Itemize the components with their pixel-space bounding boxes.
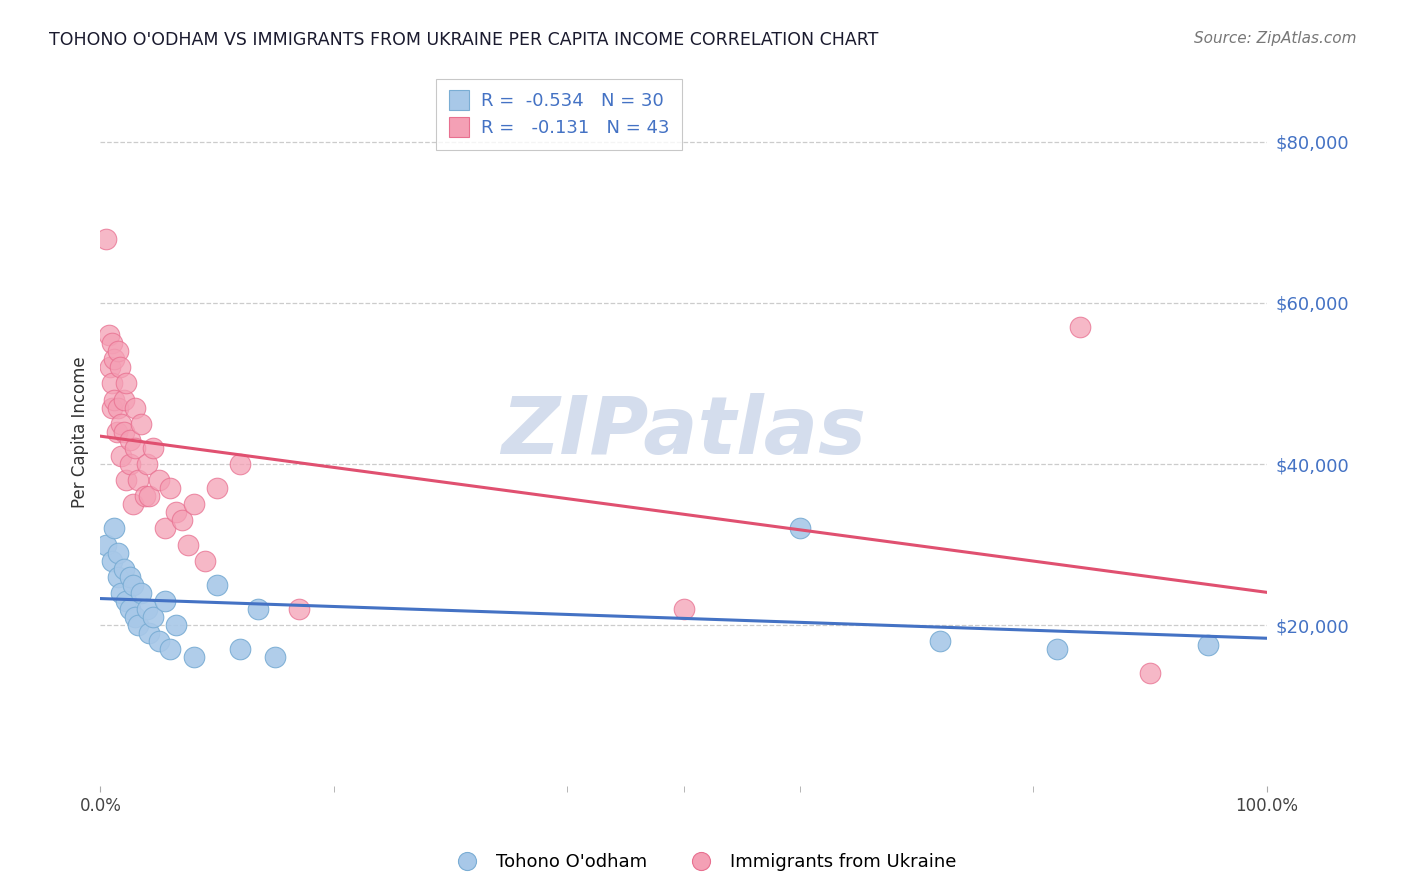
Point [229, 457, 252, 471]
Point [183, 650, 205, 665]
Point [246, 602, 269, 616]
Point [153, 521, 176, 535]
Point [101, 376, 124, 391]
Point [138, 489, 160, 503]
Point [101, 336, 124, 351]
Point [129, 586, 152, 600]
Point [101, 401, 124, 415]
Point [205, 481, 228, 495]
Point [264, 650, 287, 665]
Point [103, 521, 125, 535]
Point [107, 545, 129, 559]
Point [1139, 666, 1161, 681]
Point [107, 344, 129, 359]
Point [1197, 638, 1219, 652]
Point [148, 634, 170, 648]
Point [148, 473, 170, 487]
Point [165, 505, 187, 519]
Point [142, 610, 165, 624]
Point [96, 231, 118, 245]
Point [142, 441, 165, 455]
Point [110, 586, 132, 600]
Point [115, 473, 138, 487]
Point [118, 433, 141, 447]
Point [107, 401, 129, 415]
Point [108, 360, 131, 375]
Point [103, 352, 125, 367]
Point [98, 360, 121, 375]
Point [177, 537, 200, 551]
Point [229, 642, 252, 657]
Point [929, 634, 952, 648]
Point [1046, 642, 1069, 657]
Point [136, 602, 159, 616]
Point [122, 578, 145, 592]
Point [165, 618, 187, 632]
Point [110, 417, 132, 431]
Point [105, 425, 128, 439]
Point [124, 610, 146, 624]
Text: ZIPatlas: ZIPatlas [501, 392, 866, 471]
Text: Source: ZipAtlas.com: Source: ZipAtlas.com [1194, 31, 1357, 46]
Point [118, 570, 141, 584]
Point [127, 618, 149, 632]
Point [129, 417, 152, 431]
Point [134, 489, 156, 503]
Point [138, 626, 160, 640]
Point [183, 497, 205, 511]
Point [124, 441, 146, 455]
Point [789, 521, 811, 535]
Point [97, 328, 120, 343]
Point [96, 537, 118, 551]
Point [287, 602, 309, 616]
Point [115, 376, 138, 391]
Point [118, 457, 141, 471]
Point [124, 401, 146, 415]
Point [112, 562, 135, 576]
Point [672, 602, 695, 616]
Point [103, 392, 125, 407]
Y-axis label: Per Capita Income: Per Capita Income [72, 356, 89, 508]
Point [101, 554, 124, 568]
Legend: R =  -0.534   N = 30, R =   -0.131   N = 43: R = -0.534 N = 30, R = -0.131 N = 43 [436, 79, 682, 150]
Legend: Tohono O'odham, Immigrants from Ukraine: Tohono O'odham, Immigrants from Ukraine [441, 847, 965, 879]
Point [127, 473, 149, 487]
Point [115, 594, 138, 608]
Point [112, 392, 135, 407]
Point [1069, 320, 1091, 334]
Point [107, 570, 129, 584]
Point [153, 594, 176, 608]
Point [136, 457, 159, 471]
Point [159, 481, 181, 495]
Point [110, 449, 132, 463]
Point [194, 554, 217, 568]
Point [170, 513, 193, 527]
Point [205, 578, 228, 592]
Point [118, 602, 141, 616]
Point [159, 642, 181, 657]
Point [122, 497, 145, 511]
Point [112, 425, 135, 439]
Text: TOHONO O'ODHAM VS IMMIGRANTS FROM UKRAINE PER CAPITA INCOME CORRELATION CHART: TOHONO O'ODHAM VS IMMIGRANTS FROM UKRAIN… [49, 31, 879, 49]
